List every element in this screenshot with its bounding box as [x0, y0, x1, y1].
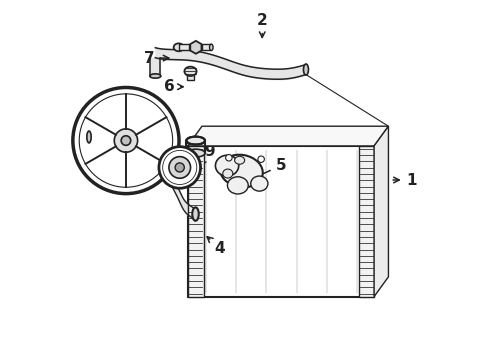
Circle shape	[169, 157, 191, 178]
Text: 2: 2	[257, 13, 268, 37]
Ellipse shape	[87, 131, 91, 143]
Text: 4: 4	[207, 237, 225, 256]
Polygon shape	[188, 126, 389, 146]
Text: 7: 7	[144, 50, 169, 66]
Circle shape	[258, 156, 265, 162]
Text: 3: 3	[114, 130, 139, 144]
Ellipse shape	[192, 207, 199, 221]
Text: 8: 8	[84, 119, 109, 143]
Bar	[188, 146, 204, 297]
Text: 6: 6	[164, 79, 183, 94]
Ellipse shape	[173, 43, 184, 51]
Text: 5: 5	[245, 158, 286, 182]
Circle shape	[114, 129, 138, 152]
Circle shape	[159, 147, 200, 188]
Circle shape	[121, 136, 131, 145]
Polygon shape	[190, 41, 201, 54]
Text: 9: 9	[201, 144, 215, 165]
Ellipse shape	[303, 64, 309, 75]
Ellipse shape	[186, 136, 205, 144]
Circle shape	[73, 87, 179, 194]
Circle shape	[225, 154, 232, 161]
Ellipse shape	[150, 74, 161, 78]
Bar	[359, 146, 374, 297]
Ellipse shape	[227, 177, 248, 194]
Ellipse shape	[186, 149, 205, 157]
Bar	[187, 71, 194, 80]
Ellipse shape	[184, 67, 196, 76]
Ellipse shape	[210, 44, 213, 50]
Ellipse shape	[235, 156, 245, 164]
Ellipse shape	[223, 169, 233, 178]
Bar	[179, 44, 190, 50]
Ellipse shape	[216, 155, 239, 176]
Ellipse shape	[251, 176, 268, 191]
Bar	[188, 146, 374, 297]
Text: 1: 1	[393, 172, 417, 188]
Circle shape	[175, 163, 184, 172]
Polygon shape	[374, 126, 389, 297]
Ellipse shape	[220, 155, 263, 187]
Bar	[202, 44, 211, 50]
